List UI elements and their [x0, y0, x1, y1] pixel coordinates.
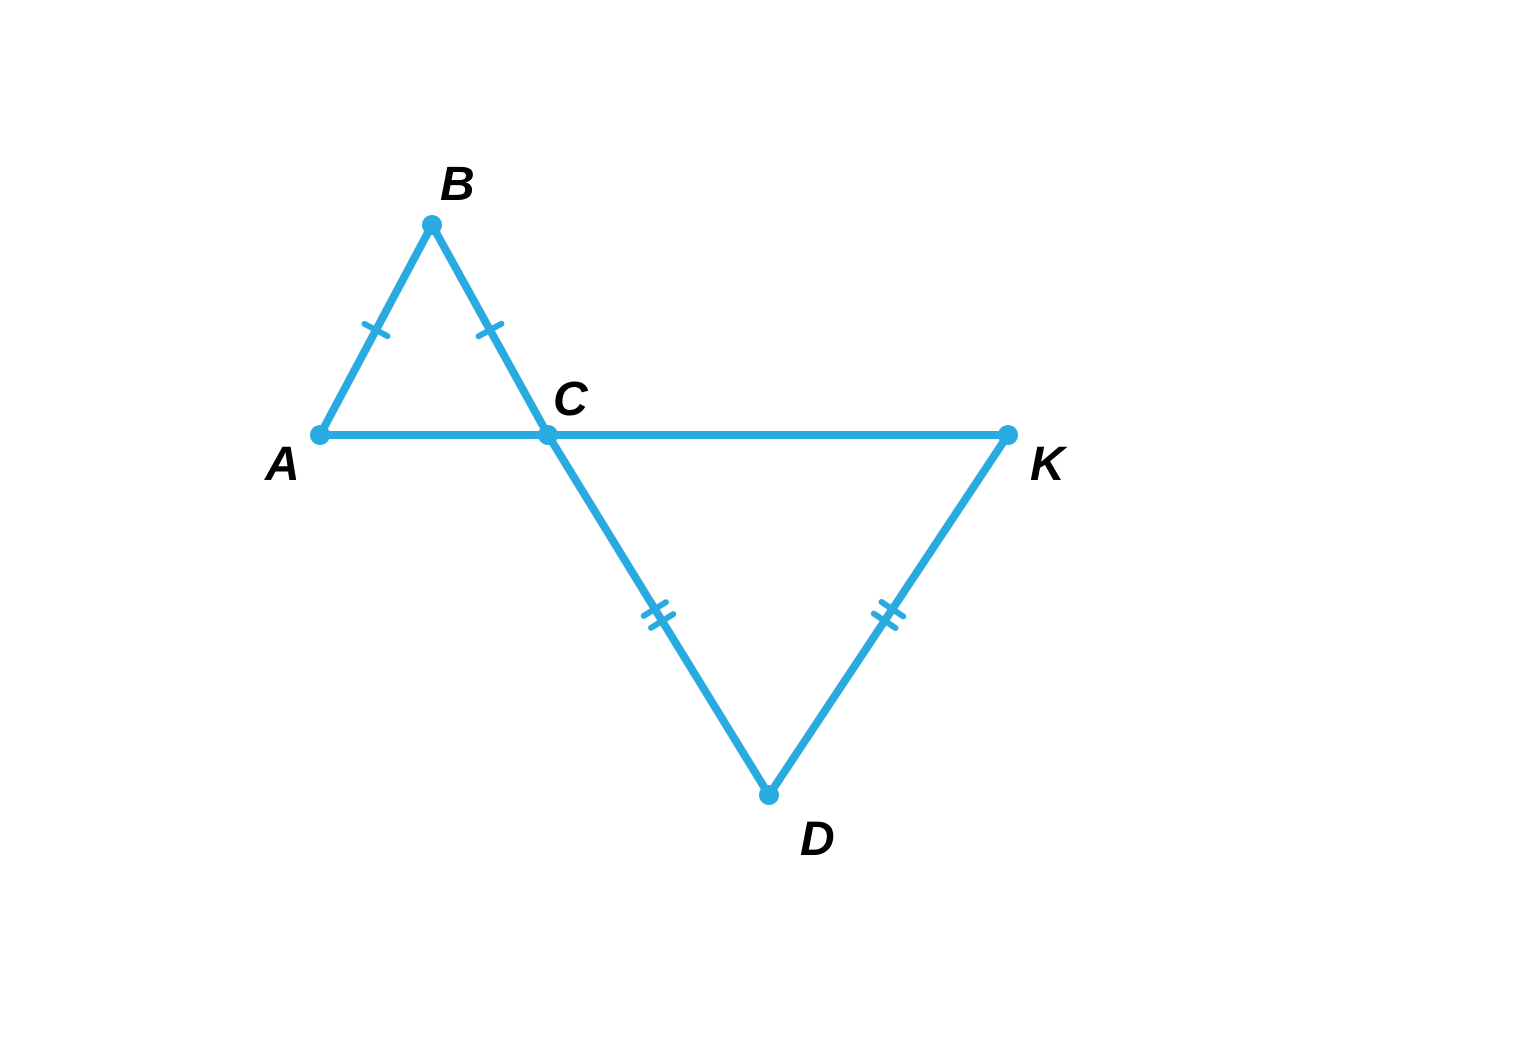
vertex-label-D: D — [800, 813, 835, 866]
geometry-diagram: A B C D K — [0, 0, 1536, 1044]
vertex-label-B: B — [440, 158, 475, 211]
vertex-K — [998, 425, 1018, 445]
vertex-A — [310, 425, 330, 445]
vertex-D — [759, 785, 779, 805]
vertex-label-A: A — [264, 438, 300, 491]
vertex-label-K: K — [1030, 438, 1068, 491]
vertex-C — [538, 425, 558, 445]
vertex-B — [422, 215, 442, 235]
vertex-label-C: C — [553, 373, 589, 426]
